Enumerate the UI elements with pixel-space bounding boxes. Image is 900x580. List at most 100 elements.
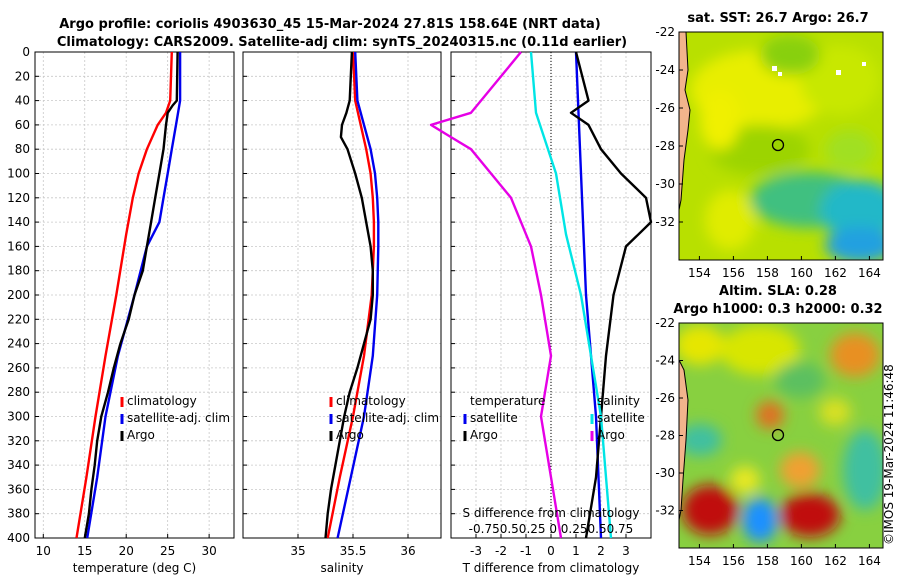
satellite-s-diff-line bbox=[529, 51, 613, 539]
y-tick-label: 160 bbox=[7, 239, 30, 253]
argo-s-diff-line bbox=[429, 51, 563, 539]
argo-t-diff-line bbox=[569, 51, 653, 539]
argo-location-marker-sla bbox=[771, 428, 785, 442]
map-x-tick-label: 156 bbox=[722, 554, 745, 568]
legend-label: satellite-adj. clim bbox=[336, 411, 439, 425]
y-tick-label: 120 bbox=[7, 191, 30, 205]
y-tick-label: 260 bbox=[7, 361, 30, 375]
legend-label: satellite-adj. clim bbox=[127, 411, 230, 425]
argo-line bbox=[324, 51, 374, 539]
y-tick-label: 340 bbox=[7, 458, 30, 472]
map-y-tick-label: -32 bbox=[655, 215, 675, 229]
y-tick-label: 400 bbox=[7, 531, 30, 545]
argo-location-marker bbox=[771, 138, 785, 152]
salinity-panel: 35 35.5 36 salinity climatology satellite-adj… bbox=[242, 51, 442, 575]
difference-panel: -3 -2 -1 0 1 2 3 T difference from climatology t… bbox=[429, 51, 653, 575]
x-tick-label: 3 bbox=[622, 544, 630, 558]
sla-map: Altim. SLA: 0.28 Argo h1000: 0.3 h2000: … bbox=[655, 284, 884, 568]
x-tick-label: 10 bbox=[36, 544, 51, 558]
map-y-tick-label: -24 bbox=[655, 354, 675, 368]
map-y-tick-label: -26 bbox=[655, 101, 675, 115]
title-line-1: Argo profile: coriolis 4903630_45 15-Mar… bbox=[59, 17, 601, 32]
satellite-line bbox=[86, 52, 182, 539]
imos-watermark: ©IMOS 19-Mar-2024 11:46:48 bbox=[882, 364, 896, 545]
map-y-tick-label: -32 bbox=[655, 504, 675, 518]
x-tick-label: 25 bbox=[160, 544, 175, 558]
map-x-tick-label: 156 bbox=[722, 266, 745, 280]
sst-map-title: sat. SST: 26.7 Argo: 26.7 bbox=[687, 11, 868, 26]
map-y-tick-label: -24 bbox=[655, 63, 675, 77]
climatology-line bbox=[326, 51, 376, 539]
legend-label: Argo bbox=[127, 428, 155, 442]
x-tick-label: -2 bbox=[495, 544, 507, 558]
top-axis-label: S difference from climatology bbox=[463, 506, 640, 520]
x-tick-label: 20 bbox=[119, 544, 134, 558]
x-tick-label: 35.5 bbox=[340, 544, 367, 558]
map-x-tick-label: 158 bbox=[756, 266, 779, 280]
legend-label: Argo bbox=[470, 428, 498, 442]
map-y-tick-label: -28 bbox=[655, 139, 675, 153]
x-tick-label: -1 bbox=[520, 544, 532, 558]
y-tick-label: 60 bbox=[15, 118, 30, 132]
title-line-2: Climatology: CARS2009. Satellite-adj cli… bbox=[57, 35, 627, 50]
y-tick-label: 20 bbox=[15, 69, 30, 83]
satellite-line bbox=[336, 51, 380, 539]
x-tick-label: 36 bbox=[400, 544, 415, 558]
legend-label: Argo bbox=[336, 428, 364, 442]
legend-label: satellite bbox=[597, 411, 645, 425]
map-x-tick-label: 162 bbox=[824, 554, 847, 568]
map-y-tick-label: -22 bbox=[655, 25, 675, 39]
map-y-tick-label: -30 bbox=[655, 466, 675, 480]
sla-map-title-1: Altim. SLA: 0.28 bbox=[719, 284, 837, 299]
y-tick-label: 240 bbox=[7, 337, 30, 351]
map-y-tick-label: -22 bbox=[655, 316, 675, 330]
y-tick-label: 320 bbox=[7, 434, 30, 448]
y-tick-label: 140 bbox=[7, 215, 30, 229]
legend-label: Argo bbox=[597, 428, 625, 442]
y-tick-label: 100 bbox=[7, 167, 30, 181]
temperature-panel: 10 15 20 25 30020406080100120140160180200220… bbox=[7, 45, 235, 575]
x-axis-label: T difference from climatology bbox=[462, 561, 640, 575]
map-x-tick-label: 154 bbox=[688, 554, 711, 568]
legend-label: climatology bbox=[127, 394, 197, 408]
top-axis-ticks: -0.750.50.25 0 0.250.50.75 bbox=[469, 522, 634, 536]
y-tick-label: 220 bbox=[7, 312, 30, 326]
map-y-tick-label: -26 bbox=[655, 391, 675, 405]
map-x-tick-label: 164 bbox=[858, 266, 881, 280]
map-x-tick-label: 154 bbox=[688, 266, 711, 280]
x-tick-label: 35 bbox=[290, 544, 305, 558]
legend-temperature-header: temperature bbox=[470, 394, 545, 408]
map-x-tick-label: 158 bbox=[756, 554, 779, 568]
y-tick-label: 280 bbox=[7, 385, 30, 399]
map-x-tick-label: 160 bbox=[790, 266, 813, 280]
map-y-tick-label: -30 bbox=[655, 177, 675, 191]
y-tick-label: 200 bbox=[7, 288, 30, 302]
legend-salinity-header: salinity bbox=[597, 394, 640, 408]
map-x-tick-label: 162 bbox=[824, 266, 847, 280]
argo-line bbox=[83, 51, 179, 539]
climatology-line bbox=[75, 51, 173, 539]
x-tick-label: 15 bbox=[77, 544, 92, 558]
sla-map-title-2: Argo h1000: 0.3 h2000: 0.32 bbox=[673, 302, 882, 317]
x-tick-label: 30 bbox=[201, 544, 216, 558]
map-y-tick-label: -28 bbox=[655, 429, 675, 443]
map-x-tick-label: 160 bbox=[790, 554, 813, 568]
y-tick-label: 40 bbox=[15, 94, 30, 108]
y-tick-label: 80 bbox=[15, 142, 30, 156]
legend-label: satellite bbox=[470, 411, 518, 425]
y-tick-label: 180 bbox=[7, 264, 30, 278]
y-tick-label: 300 bbox=[7, 410, 30, 424]
x-tick-label: 2 bbox=[597, 544, 605, 558]
x-tick-label: -3 bbox=[470, 544, 482, 558]
y-tick-label: 360 bbox=[7, 482, 30, 496]
x-tick-label: 0 bbox=[547, 544, 555, 558]
x-axis-label: salinity bbox=[320, 561, 363, 575]
map-x-tick-label: 164 bbox=[858, 554, 881, 568]
y-tick-label: 0 bbox=[22, 45, 30, 59]
x-tick-label: 1 bbox=[572, 544, 580, 558]
legend-label: climatology bbox=[336, 394, 406, 408]
sst-map: sat. SST: 26.7 Argo: 26.7 154 156 158 160 16… bbox=[655, 11, 884, 280]
x-axis-label: temperature (deg C) bbox=[73, 561, 196, 575]
y-tick-label: 380 bbox=[7, 507, 30, 521]
